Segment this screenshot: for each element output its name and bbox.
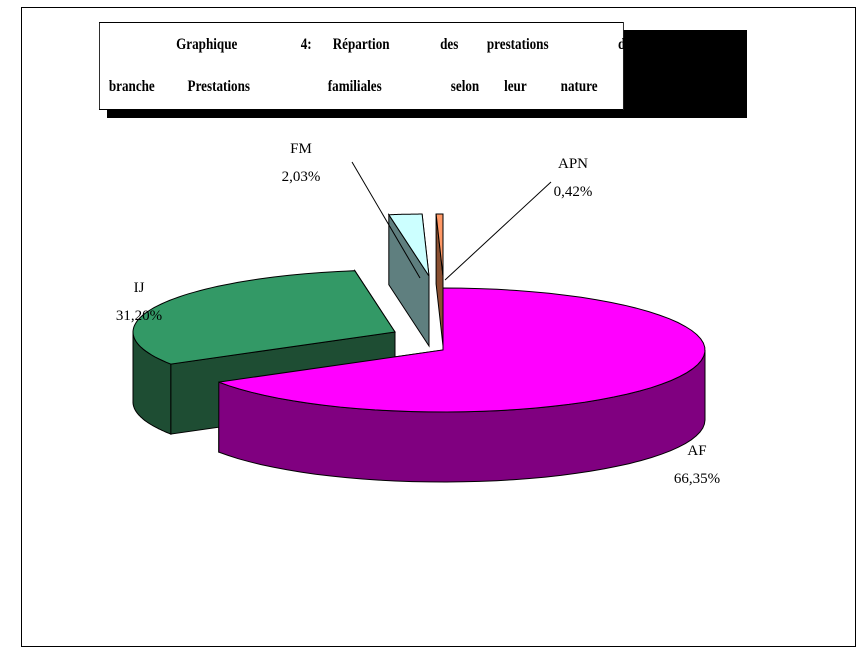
title-word: leur [504,78,527,95]
title-word: Répartion [332,36,390,53]
slice-labels: AF 66,35% IJ 31,20% FM 2,03% APN 0,42% [116,141,720,487]
title-word: Graphique [176,36,238,53]
pie-tops [132,213,706,413]
title-line-1: Graphique 4: Répartion des prestations d… [100,36,652,56]
slice-label-af: AF [687,443,706,459]
pie-slice-fm [387,213,430,277]
pie-slice-apn [435,213,444,277]
title-word: 4: [300,36,312,53]
title-word: 2005 [662,78,689,95]
slice-value-af: 66,35% [674,471,720,487]
title-word: familiales [327,78,382,95]
title-line-2: branche Prestations familiales selon leu… [100,78,689,98]
slice-label-fm: FM [290,141,312,157]
leader-lines [351,161,552,281]
slice-value-ij: 31,20% [116,308,162,324]
slice-label-apn: APN [558,156,588,172]
title-word: en [636,78,650,95]
leader-line-apn [444,181,552,281]
chart-title: Graphique 4: Répartion des prestations d… [99,22,689,110]
pie-slice-af [218,287,706,413]
title-word: Prestations [187,78,250,95]
title-word: des [440,36,459,53]
pie-sides [132,213,706,483]
slice-label-ij: IJ [134,280,145,296]
slice-value-fm: 2,03% [282,169,321,185]
title-word: nature [560,78,598,95]
title-word: de [618,36,632,53]
leader-line-fm [351,161,421,279]
slice-value-apn: 0,42% [554,184,593,200]
title-word: branche [108,78,155,95]
title-word: selon [450,78,480,95]
title-word: prestations [486,36,549,53]
pie-chart: AF 66,35% IJ 31,20% FM 2,03% APN 0,42% [116,141,720,487]
title-word: la [641,36,653,53]
pie-slice-ij [132,270,396,365]
